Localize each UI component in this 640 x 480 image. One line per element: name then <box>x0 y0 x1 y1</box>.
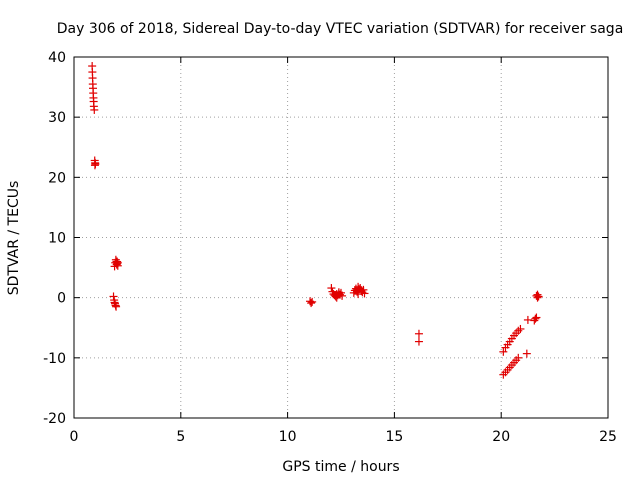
data-point <box>532 313 541 322</box>
x-tick-labels: 0 5 10 15 20 25 <box>70 429 617 445</box>
y-tick-labels: -20 -10 0 10 20 30 40 <box>43 50 66 427</box>
y-tick-label: 30 <box>48 110 66 126</box>
data-point <box>112 302 121 311</box>
data-point <box>90 105 99 114</box>
grid-lines <box>74 57 608 418</box>
y-tick-label: -10 <box>43 351 66 367</box>
data-point <box>111 255 120 264</box>
data-point <box>112 257 121 266</box>
data-point <box>360 289 369 298</box>
data-point <box>531 314 540 323</box>
data-point <box>354 290 363 299</box>
data-point <box>109 292 118 301</box>
chart-title: Day 306 of 2018, Sidereal Day-to-day VTE… <box>57 21 624 37</box>
data-point <box>533 290 542 299</box>
y-tick-label: 20 <box>48 170 66 186</box>
data-point <box>308 297 317 306</box>
x-tick-label: 20 <box>492 429 510 445</box>
data-point <box>91 160 100 169</box>
plot-frame <box>73 56 609 419</box>
x-tick-label: 5 <box>176 429 185 445</box>
x-tick-label: 0 <box>70 429 79 445</box>
y-axis-label: SDTVAR / TECUs <box>6 181 22 296</box>
x-tick-label: 10 <box>279 429 297 445</box>
y-tick-label: 40 <box>48 50 66 66</box>
data-point <box>113 261 122 270</box>
data-point <box>523 315 532 324</box>
data-point <box>514 353 523 362</box>
data-point <box>499 347 508 356</box>
data-points <box>88 62 543 379</box>
data-point <box>516 324 525 333</box>
data-point <box>534 292 543 301</box>
data-point <box>307 299 316 308</box>
y-tick-label: -20 <box>43 411 66 427</box>
data-point <box>414 337 423 346</box>
y-tick-label: 0 <box>57 291 66 307</box>
data-point <box>522 349 531 358</box>
y-tick-label: 10 <box>48 231 66 247</box>
x-axis-label: GPS time / hours <box>282 459 399 475</box>
data-point <box>334 289 343 298</box>
data-point <box>359 285 368 294</box>
data-point <box>327 284 336 293</box>
x-tick-label: 15 <box>385 429 403 445</box>
data-point <box>332 293 341 302</box>
data-point <box>414 329 423 338</box>
x-tick-label: 25 <box>599 429 617 445</box>
